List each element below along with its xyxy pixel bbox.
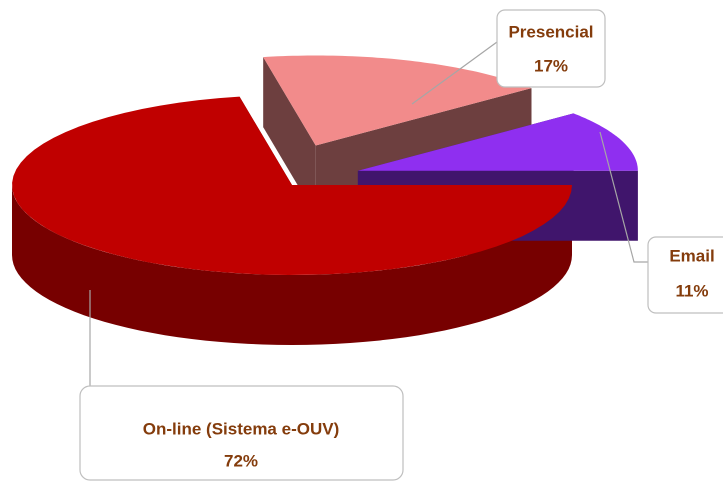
leader-line <box>411 41 498 105</box>
slice-side <box>12 185 572 345</box>
label-box <box>647 236 723 314</box>
label-box <box>496 9 606 88</box>
label-1: Presencial 17% <box>496 9 606 88</box>
pie <box>12 55 638 345</box>
label-value: 72% <box>224 451 258 470</box>
label-name: On-line (Sistema e-OUV) <box>143 419 339 438</box>
leader-line <box>599 131 648 263</box>
label-name: Email <box>669 246 714 265</box>
label-2: Email 11% <box>647 236 723 314</box>
label-value: 17% <box>534 56 568 75</box>
slice <box>12 96 573 275</box>
label-name: Presencial <box>508 22 593 41</box>
slice-wall <box>263 57 316 216</box>
label-0: On-line (Sistema e-OUV) 72% <box>79 385 404 481</box>
label-value: 11% <box>675 281 708 300</box>
leader-lines <box>89 41 648 386</box>
label-box <box>79 385 404 481</box>
slice <box>357 113 638 171</box>
slice <box>263 55 532 146</box>
